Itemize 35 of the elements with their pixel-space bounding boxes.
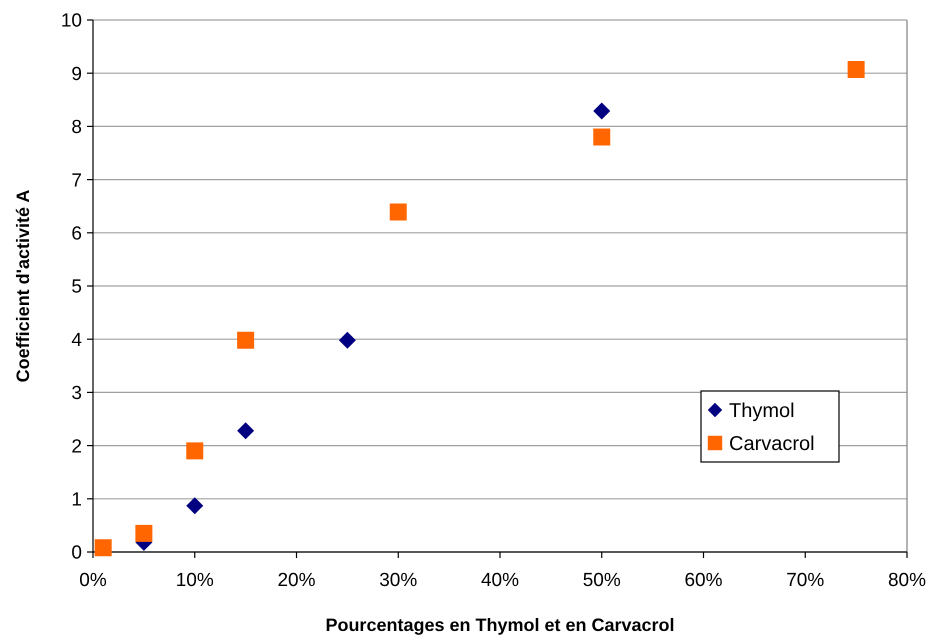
point (338, 332, 356, 349)
x-tick-label: 30% (379, 570, 418, 591)
x-tick-label: 0% (79, 570, 107, 591)
point (237, 422, 254, 440)
legend-label: Thymol (729, 400, 795, 422)
point (186, 442, 204, 460)
x-tick-label: 70% (786, 570, 824, 591)
y-tick-label: 0 (71, 542, 82, 564)
x-tick-label: 10% (176, 570, 214, 591)
y-tick-label: 2 (71, 436, 82, 458)
point (593, 128, 610, 146)
x-tick-label: 60% (684, 570, 723, 591)
x-tick-label: 80% (888, 570, 926, 591)
y-tick-label: 8 (71, 117, 82, 138)
y-axis-title: Coefficient d'activité A (13, 190, 33, 382)
y-tick-label: 10 (60, 10, 82, 32)
x-tick-label: 50% (582, 570, 621, 591)
y-tick-label: 7 (71, 170, 82, 192)
x-tick-label: 20% (277, 570, 316, 591)
point (94, 539, 112, 556)
y-tick-label: 1 (71, 489, 82, 510)
x-axis-title: Pourcentages en Thymol et en Carvacrol (325, 615, 675, 635)
point (848, 60, 865, 78)
legend-label: Carvacrol (729, 433, 815, 455)
point (593, 102, 610, 120)
y-tick-label: 3 (71, 383, 82, 404)
y-tick-label: 9 (71, 64, 82, 85)
y-tick-label: 4 (71, 330, 82, 351)
y-tick-label: 5 (71, 276, 82, 298)
y-tick-label: 6 (71, 223, 82, 244)
point (186, 497, 204, 514)
point (390, 204, 407, 221)
point (135, 524, 152, 542)
point (237, 332, 254, 349)
x-tick-label: 40% (480, 570, 520, 591)
